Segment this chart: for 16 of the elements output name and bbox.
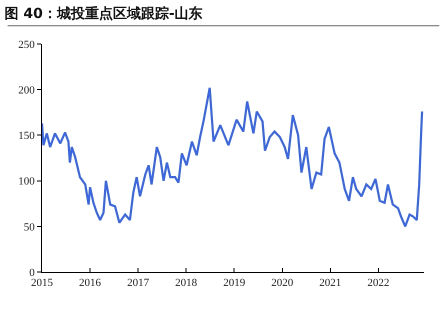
- x-tick-label: 2016: [79, 277, 102, 290]
- x-tick-label: 2021: [319, 277, 342, 290]
- x-tick-label: 2020: [271, 277, 294, 290]
- y-tick-label: 150: [18, 130, 36, 142]
- x-tick-label: 2017: [127, 277, 150, 290]
- x-tick-label: 2015: [31, 277, 54, 290]
- y-tick-label: 200: [18, 84, 36, 96]
- x-tick-label: 2022: [367, 277, 390, 290]
- x-tick-label: 2019: [223, 277, 246, 290]
- y-tick-label: 0: [29, 266, 36, 279]
- y-tick-label: 100: [18, 176, 36, 188]
- y-tick-label: 250: [18, 38, 36, 51]
- chart-title: 图 40：城投重点区域跟踪-山东: [4, 4, 203, 22]
- line-series: [42, 86, 424, 228]
- y-tick-label: 50: [24, 221, 36, 234]
- x-tick-label: 2018: [175, 277, 198, 290]
